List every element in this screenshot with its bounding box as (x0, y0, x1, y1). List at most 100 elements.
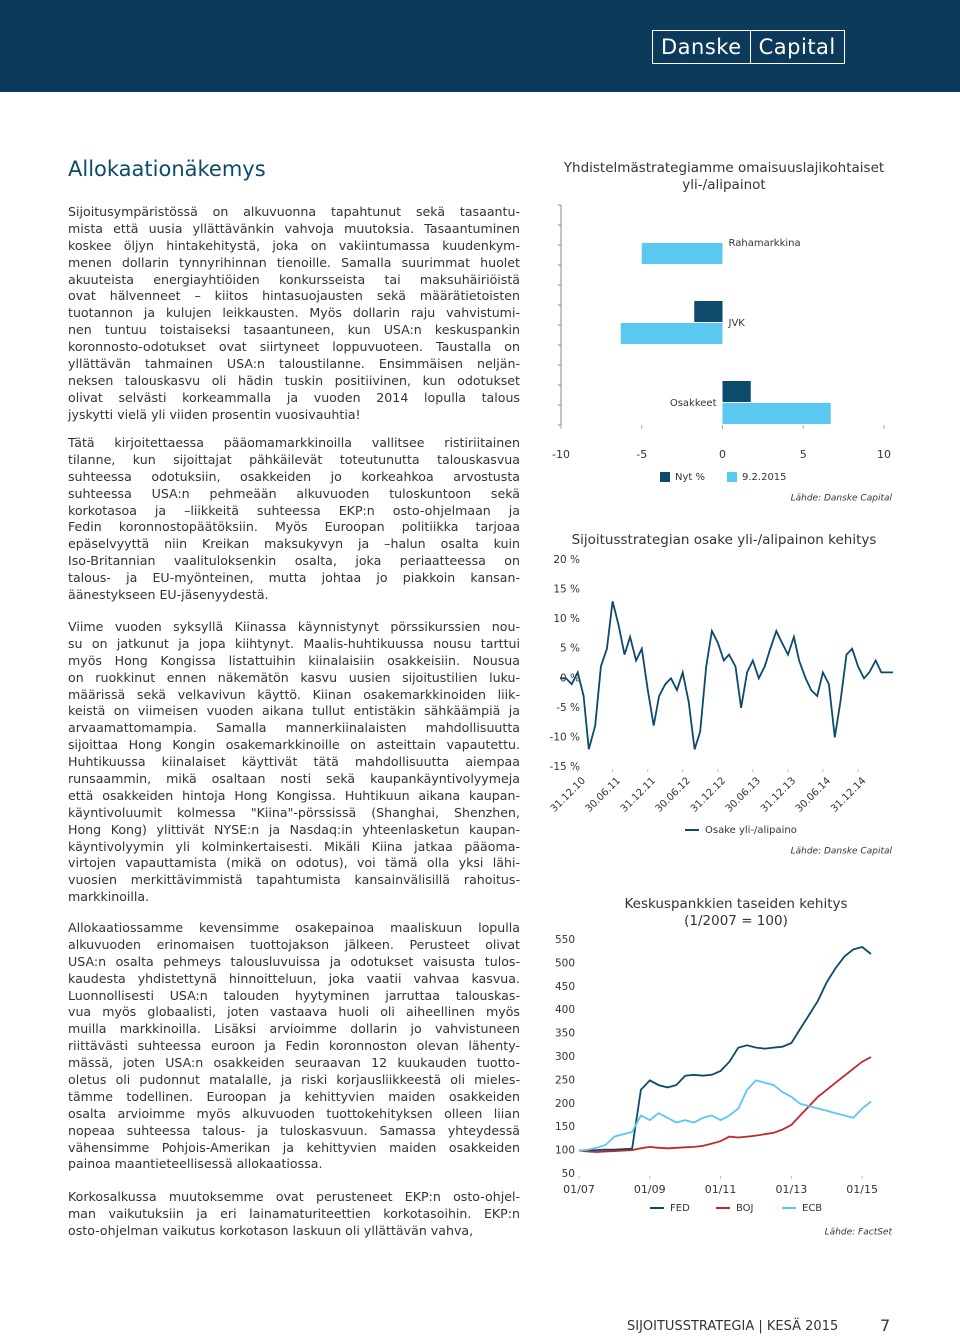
legend-swatch (727, 472, 737, 482)
paragraph: Korkosalkussa muutoksemme ovat perustene… (68, 1189, 520, 1240)
x-tick-label: 30.06.11 (584, 775, 623, 814)
legend-label: FED (670, 1203, 690, 1214)
y-tick-label: 20 % (553, 554, 580, 566)
y-tick-label: 0 % (560, 672, 580, 684)
text-line: jyskytti vielä yli viiden prosentin vuos… (68, 406, 361, 422)
x-tick-label: 10 (877, 448, 891, 461)
x-tick-label: -10 (552, 448, 570, 461)
text-line: mässä, joten USA:n osakkeiden seuraavan … (68, 1055, 520, 1071)
y-tick-label: 15 % (553, 584, 580, 596)
y-tick-label: 250 (555, 1074, 575, 1086)
header-bar: Danske Capital (0, 0, 960, 92)
y-tick-label: 5 % (560, 643, 580, 655)
issue: KESÄ 2015 (766, 1319, 839, 1334)
text-line: Fedin koronnostopäätöksiin. Myös Euroopa… (68, 519, 520, 535)
x-tick-label: 30.06.12 (654, 775, 693, 814)
x-tick-label: 01/11 (705, 1183, 737, 1196)
text-line: man vaikutuksiin ja eri lainamaturiteett… (68, 1205, 520, 1221)
category-label: JVK (728, 318, 746, 329)
legend-label: 9.2.2015 (742, 472, 787, 483)
text-line: Luonnollisesti USA:n talouden hyytyminen… (68, 987, 520, 1003)
text-line: arvaamattomampia. Samalla mannerkiinalai… (68, 720, 520, 736)
text-line: mista että uusia yllättävänkin vahvoja m… (68, 220, 520, 236)
x-tick-label: 01/15 (846, 1183, 878, 1196)
page-number: 7 (880, 1316, 891, 1335)
text-line: nen tuntuu toistaiseksi tasaantuneen, ku… (68, 322, 520, 338)
y-tick-label: 300 (555, 1051, 575, 1063)
paragraph: Sijoitusympäristössä on alkuvuonna tapah… (68, 204, 520, 424)
text-line: suhteessa odotuksiin, osakkeiden jo kork… (68, 468, 520, 484)
footer: SIJOITUSSTRATEGIA | KESÄ 2015 (627, 1319, 839, 1334)
text-line: osto-ohjelman vaikutus korkotason laskuu… (68, 1222, 474, 1238)
text-line: USA:n osalta pehmeys talousluvuissa ja o… (68, 953, 520, 969)
logo-word: Capital (749, 31, 844, 63)
text-line: Iso-Britannian vaalituloksenkin osalta, … (68, 553, 520, 569)
legend-label: Osake yli-/alipaino (705, 825, 797, 836)
x-tick-label: 0 (719, 448, 726, 461)
text-line: Huhtikuussa kiinalaiset käyttivät tätä m… (68, 754, 520, 770)
y-tick-label: 350 (555, 1028, 575, 1040)
x-tick-label: 31.12.11 (619, 775, 658, 814)
text-line: Korkosalkussa muutoksemme ovat perustene… (68, 1189, 520, 1204)
text-line: virtojen vapauttamista (mikä on odotus),… (68, 855, 520, 871)
y-tick-label: 550 (555, 934, 575, 946)
x-tick-label: 31.12.14 (829, 775, 868, 814)
chart-title: (1/2007 = 100) (684, 913, 788, 929)
y-tick-label: 450 (555, 981, 575, 993)
text-line: talous- ja EU-myönteinen, mutta johtaa j… (68, 570, 520, 586)
data-line (579, 946, 872, 1152)
data-line (578, 1079, 872, 1152)
y-tick-label: 200 (555, 1098, 575, 1110)
text-line: painoa maantieteellisessä allokaatiossa. (68, 1156, 323, 1172)
bar (694, 301, 723, 322)
y-tick-label: -15 % (550, 761, 580, 773)
paragraph: Allokaatiossamme kevensimme osakepainoa … (68, 920, 520, 1173)
text-line: tilanne, kun sijoittajat pähkäilevät tot… (68, 451, 520, 467)
bar (722, 403, 831, 424)
category-label: Rahamarkkina (729, 238, 801, 249)
text-line: koskee öljyn hintakehitystä, joka on vak… (68, 237, 520, 253)
chart-title: Yhdistelmästrategiamme omaisuuslajikohta… (563, 160, 884, 176)
text-line: kaudesta yhdistettynä hinnoitteluun, jok… (68, 970, 520, 986)
text-line: korkotasoa ja –liikkeitä suhteessa EKP:n… (68, 502, 520, 518)
text-line: yllättävän tahmainen USA:n taloustilanne… (68, 356, 520, 372)
text-line: epäselvyyttä niin Kreikan maksukyvyn ja … (68, 536, 520, 552)
text-line: alkuvuoden erinomaisen tuottojakson jälk… (68, 936, 520, 952)
y-tick-label: 10 % (553, 613, 580, 625)
x-tick-label: 5 (800, 448, 807, 461)
text-line: neksen talouskasvu oli hädin tuskin posi… (68, 372, 520, 388)
text-line: suhteessa USA:n pehmeään alkuvuoden tulo… (68, 485, 520, 501)
x-tick-label: -5 (636, 448, 647, 461)
data-line (560, 601, 893, 750)
y-tick-label: -10 % (550, 731, 580, 743)
text-line: oletus oli pudonnut matalalle, ja riski … (68, 1072, 520, 1088)
text-line: Sijoitusympäristössä on alkuvuonna tapah… (68, 204, 520, 219)
text-line: olivat selvästi korkeammalla ja vuoden 2… (68, 389, 520, 405)
text-line: Tätä kirjoitettaessa pääomamarkkinoilla … (68, 435, 520, 450)
y-tick-label: 400 (555, 1004, 575, 1016)
bar (641, 243, 723, 264)
text-line: runsaammin, mikä osaltaan nosti sekä kau… (68, 771, 520, 787)
text-line: vua myös globaalisti, joten vastaava huo… (68, 1004, 520, 1020)
x-tick-label: 30.06.14 (794, 775, 833, 814)
paragraph: Tätä kirjoitettaessa pääomamarkkinoilla … (68, 435, 520, 604)
text-line: muilla markkinoilla. Lisäksi arvioimme d… (68, 1021, 520, 1037)
text-line: nopeaa suhteessa talous- ja tuloskasvuun… (68, 1122, 520, 1138)
y-tick-label: 100 (555, 1145, 575, 1157)
legend-label: ECB (802, 1203, 822, 1214)
y-tick-label: 150 (555, 1121, 575, 1133)
y-tick-label: -5 % (556, 702, 580, 714)
text-line: osalta arvioimme myös alkuvuoden tuottok… (68, 1105, 520, 1121)
text-line: su on jatkunut ja jopa kiihtynyt. Maalis… (68, 635, 520, 651)
source-note: Lähde: Danske Capital (791, 847, 893, 857)
text-line: määrissä sekä velkavivun käyttö. Kiinan … (68, 686, 520, 702)
chart-title: Sijoitusstrategian osake yli-/alipainon … (572, 532, 877, 548)
data-line (578, 1056, 872, 1153)
y-tick-label: 500 (555, 957, 575, 969)
legend-swatch (660, 472, 670, 482)
source-note: Lähde: FactSet (825, 1228, 893, 1238)
text-line: Hong Kong) ylittivät NYSE:n ja Nasdaq:in… (68, 821, 520, 837)
text-line: tuotannon ja kulujen leikkausten. Myös d… (68, 305, 520, 321)
